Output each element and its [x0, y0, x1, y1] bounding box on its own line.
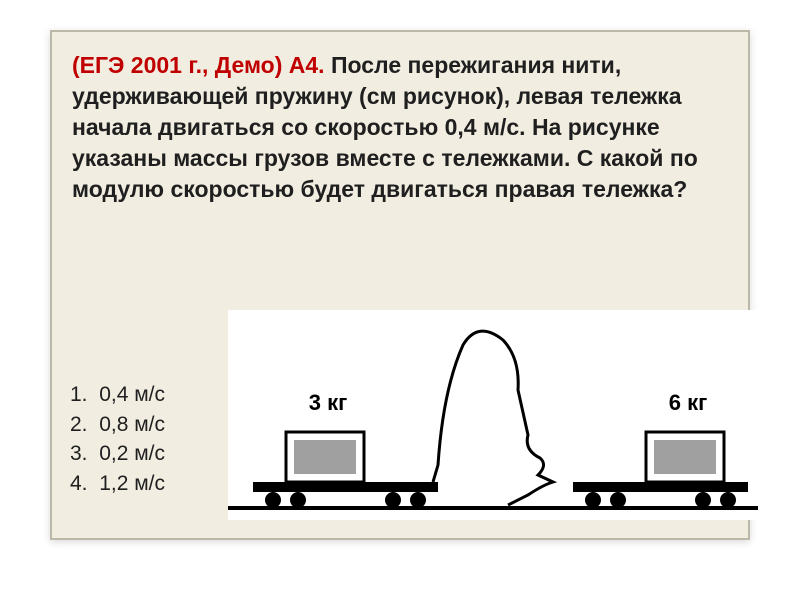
answer-2: 0,8 м/с — [99, 413, 165, 436]
left-cart-wheel — [265, 492, 281, 508]
content-panel: (ЕГЭ 2001 г., Демо) А4. После пережигани… — [50, 30, 750, 540]
left-cart-wheel — [385, 492, 401, 508]
left-cart-wheel — [410, 492, 426, 508]
right-cart-wheel — [695, 492, 711, 508]
answer-row: 4. 1,2 м/с — [70, 469, 165, 498]
right-cart-wheel — [720, 492, 736, 508]
right-cart-wheel — [610, 492, 626, 508]
answer-4: 1,2 м/с — [99, 472, 165, 495]
left-cart-wheel — [290, 492, 306, 508]
answer-options: 1. 0,4 м/с 2. 0,8 м/с 3. 0,2 м/с 4. 1,2 … — [70, 380, 165, 498]
answer-3: 0,2 м/с — [99, 442, 165, 465]
answer-row: 2. 0,8 м/с — [70, 410, 165, 439]
answer-1: 0,4 м/с — [99, 383, 165, 406]
diagram-svg: 3 кг 6 кг — [228, 310, 758, 520]
question-text: (ЕГЭ 2001 г., Демо) А4. После пережигани… — [72, 50, 728, 205]
right-cart-box-fill — [654, 440, 716, 474]
answer-row: 1. 0,4 м/с — [70, 380, 165, 409]
left-mass-label: 3 кг — [309, 390, 348, 415]
slide: (ЕГЭ 2001 г., Демо) А4. После пережигани… — [0, 0, 800, 600]
spring-shape — [433, 331, 553, 505]
answer-row: 3. 0,2 м/с — [70, 439, 165, 468]
left-cart — [253, 432, 438, 508]
left-cart-box-fill — [294, 440, 356, 474]
question-source: (ЕГЭ 2001 г., Демо) А4. — [72, 52, 331, 78]
right-cart-wheel — [585, 492, 601, 508]
physics-diagram: 3 кг 6 кг — [228, 310, 758, 520]
right-cart — [573, 432, 748, 508]
right-mass-label: 6 кг — [669, 390, 708, 415]
